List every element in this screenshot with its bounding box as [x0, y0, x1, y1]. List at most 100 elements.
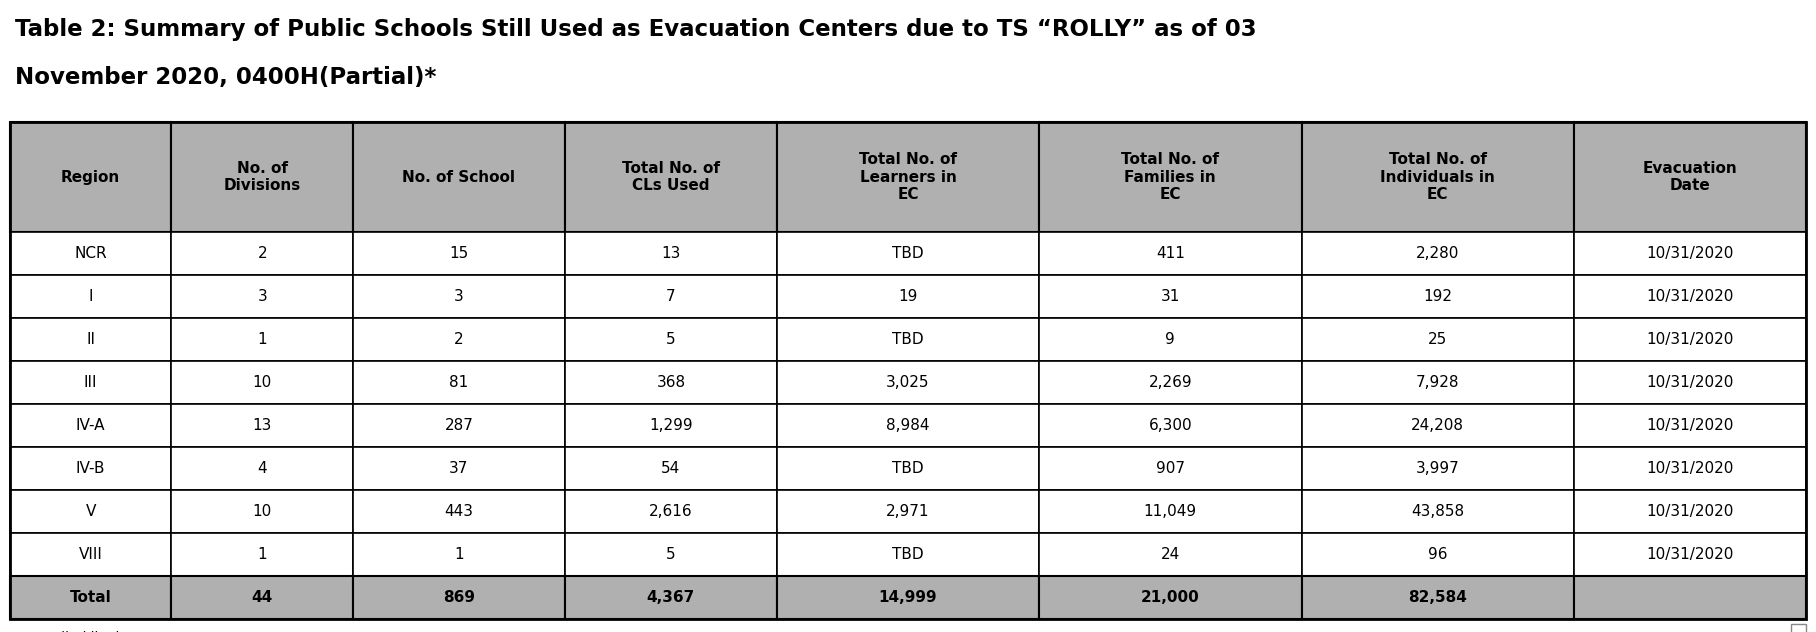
- Bar: [1039, 576, 1302, 619]
- Text: 44: 44: [252, 590, 272, 605]
- Text: 1: 1: [258, 547, 267, 562]
- Bar: [1791, 624, 1805, 632]
- Bar: [11, 122, 1805, 619]
- Text: 24,208: 24,208: [1411, 418, 1464, 433]
- Bar: [565, 275, 777, 318]
- Text: II: II: [85, 332, 94, 347]
- Bar: [1039, 404, 1302, 447]
- Text: 4: 4: [258, 461, 267, 476]
- Bar: [352, 447, 565, 490]
- Bar: [11, 533, 171, 576]
- Text: Evacuation
Date: Evacuation Date: [1643, 161, 1738, 193]
- Text: 2,971: 2,971: [886, 504, 930, 519]
- Text: 10: 10: [252, 375, 272, 390]
- Text: 10: 10: [252, 504, 272, 519]
- Text: 31: 31: [1160, 289, 1180, 304]
- Bar: [565, 122, 777, 232]
- Text: VIII: VIII: [78, 547, 104, 562]
- Text: 10/31/2020: 10/31/2020: [1647, 504, 1734, 519]
- Bar: [11, 404, 171, 447]
- Text: Total No. of
Learners in
EC: Total No. of Learners in EC: [859, 152, 957, 202]
- Text: 81: 81: [449, 375, 469, 390]
- Text: 3: 3: [258, 289, 267, 304]
- Bar: [11, 447, 171, 490]
- Text: NCR: NCR: [74, 246, 107, 261]
- Bar: [171, 490, 352, 533]
- Bar: [1302, 232, 1574, 275]
- Bar: [1574, 576, 1805, 619]
- Text: 3: 3: [454, 289, 463, 304]
- Bar: [1574, 447, 1805, 490]
- Text: TBD: TBD: [892, 461, 924, 476]
- Text: 37: 37: [449, 461, 469, 476]
- Text: 15: 15: [449, 246, 469, 261]
- Text: Total No. of
Individuals in
EC: Total No. of Individuals in EC: [1380, 152, 1495, 202]
- Bar: [1039, 232, 1302, 275]
- Text: Total: Total: [69, 590, 111, 605]
- Text: Table 2: Summary of Public Schools Still Used as Evacuation Centers due to TS “R: Table 2: Summary of Public Schools Still…: [15, 18, 1257, 41]
- Text: 24: 24: [1160, 547, 1180, 562]
- Text: 7,928: 7,928: [1416, 375, 1460, 390]
- Text: 21,000: 21,000: [1140, 590, 1200, 605]
- Text: III: III: [84, 375, 98, 390]
- Text: 1: 1: [258, 332, 267, 347]
- Text: 10/31/2020: 10/31/2020: [1647, 246, 1734, 261]
- Bar: [565, 318, 777, 361]
- Text: No. of
Divisions: No. of Divisions: [223, 161, 301, 193]
- Bar: [171, 361, 352, 404]
- Text: 19: 19: [899, 289, 917, 304]
- Text: 10/31/2020: 10/31/2020: [1647, 375, 1734, 390]
- Bar: [352, 533, 565, 576]
- Bar: [171, 318, 352, 361]
- Bar: [352, 232, 565, 275]
- Bar: [1574, 404, 1805, 447]
- Text: 13: 13: [661, 246, 681, 261]
- Bar: [11, 576, 171, 619]
- Text: 14,999: 14,999: [879, 590, 937, 605]
- Text: 287: 287: [445, 418, 474, 433]
- Text: November 2020, 0400H(Partial)*: November 2020, 0400H(Partial)*: [15, 66, 436, 89]
- Text: 10/31/2020: 10/31/2020: [1647, 547, 1734, 562]
- Bar: [777, 490, 1039, 533]
- Bar: [11, 122, 171, 232]
- Text: 13: 13: [252, 418, 272, 433]
- Text: 8,984: 8,984: [886, 418, 930, 433]
- Text: 96: 96: [1427, 547, 1447, 562]
- Bar: [1039, 122, 1302, 232]
- Bar: [565, 576, 777, 619]
- Bar: [1574, 122, 1805, 232]
- Text: 10/31/2020: 10/31/2020: [1647, 332, 1734, 347]
- Bar: [171, 122, 352, 232]
- Bar: [11, 275, 171, 318]
- Text: 3,997: 3,997: [1416, 461, 1460, 476]
- Bar: [11, 361, 171, 404]
- Bar: [1574, 490, 1805, 533]
- Bar: [565, 232, 777, 275]
- Text: 43,858: 43,858: [1411, 504, 1464, 519]
- Text: 2,269: 2,269: [1148, 375, 1191, 390]
- Text: 2,616: 2,616: [648, 504, 692, 519]
- Text: 192: 192: [1424, 289, 1453, 304]
- Bar: [1039, 318, 1302, 361]
- Bar: [1574, 275, 1805, 318]
- Text: 6,300: 6,300: [1148, 418, 1191, 433]
- Bar: [11, 490, 171, 533]
- Bar: [777, 576, 1039, 619]
- Text: 3,025: 3,025: [886, 375, 930, 390]
- Bar: [11, 318, 171, 361]
- Text: 1,299: 1,299: [648, 418, 692, 433]
- Text: 411: 411: [1157, 246, 1184, 261]
- Bar: [1039, 447, 1302, 490]
- Text: 82,584: 82,584: [1407, 590, 1467, 605]
- Text: 2: 2: [258, 246, 267, 261]
- Bar: [1574, 361, 1805, 404]
- Text: V: V: [85, 504, 96, 519]
- Text: 54: 54: [661, 461, 681, 476]
- Text: 5: 5: [666, 332, 676, 347]
- Bar: [352, 122, 565, 232]
- Text: 10/31/2020: 10/31/2020: [1647, 418, 1734, 433]
- Text: 869: 869: [443, 590, 476, 605]
- Bar: [171, 576, 352, 619]
- Bar: [565, 490, 777, 533]
- Bar: [1302, 576, 1574, 619]
